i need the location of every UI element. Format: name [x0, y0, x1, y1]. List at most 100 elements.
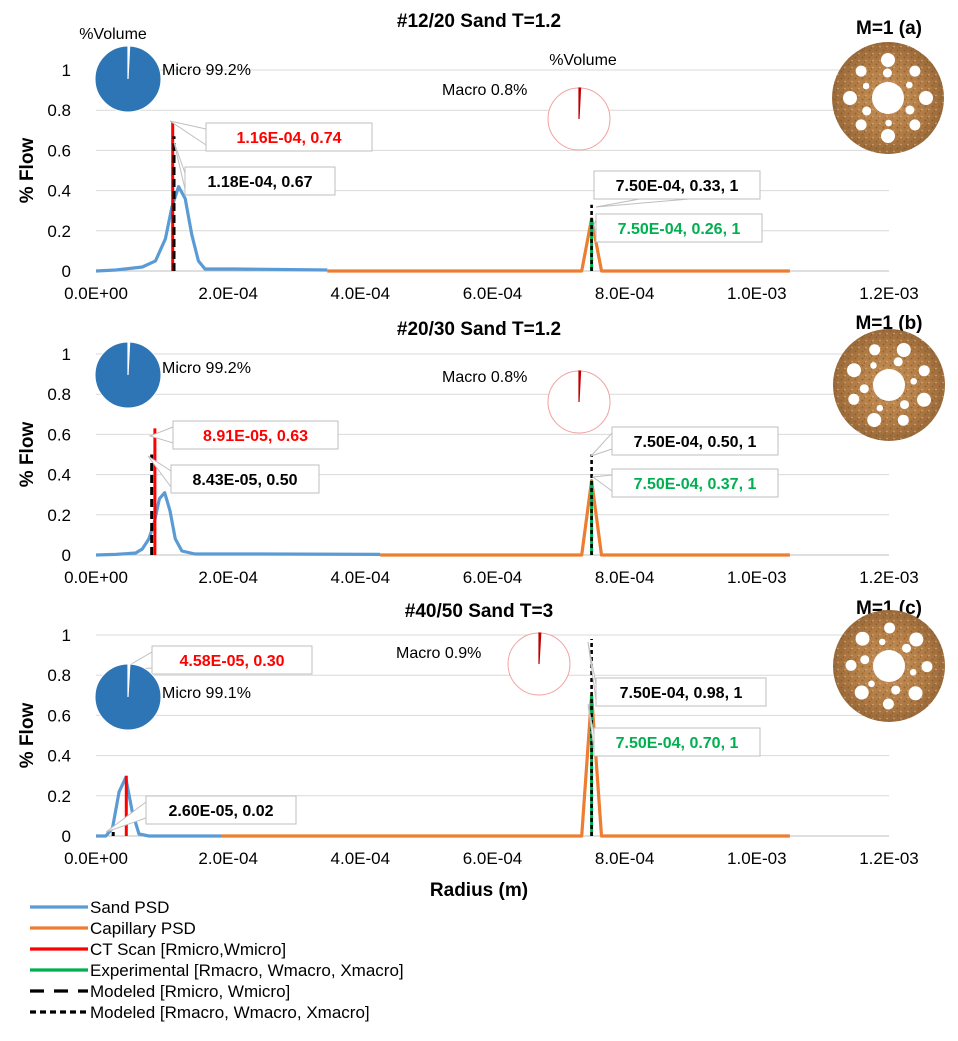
callout-pointer: [169, 120, 207, 146]
y-tick-label: 0.8: [47, 101, 71, 120]
disk-hole: [884, 622, 896, 634]
x-axis-label: Radius (m): [430, 880, 528, 901]
disk-hole: [876, 404, 884, 412]
chart-panel-3: 0 0.2 0.4 0.6 0.8 1 0.0E+00 2.0E-04 4.0E-04 6.0E-…: [17, 598, 945, 901]
pie-macro: [547, 87, 611, 151]
x-tick-label: 4.0E-04: [331, 284, 391, 303]
x-tick-label: 8.0E-04: [595, 849, 655, 868]
legend-label: CT Scan [Rmicro,Wmicro]: [90, 940, 286, 959]
disk-hole: [910, 378, 917, 385]
x-tick-label: 6.0E-04: [463, 284, 523, 303]
x-tick-label: 2.0E-04: [198, 849, 258, 868]
x-tick-label: 1.2E-03: [859, 284, 919, 303]
callout-box: [184, 166, 336, 196]
y-tick-label: 0: [62, 827, 71, 846]
legend-item: Modeled [Rmicro, Wmicro]: [30, 982, 290, 1001]
callout-pointer: [591, 474, 613, 492]
x-tick-label: 1.2E-03: [859, 568, 919, 587]
y-tick-label: 0: [62, 546, 71, 565]
disk-hole: [847, 363, 861, 378]
disk-hole: [908, 686, 923, 701]
chart-title: #12/20 Sand T=1.2: [397, 11, 561, 32]
y-tick-label: 1: [62, 345, 71, 364]
pie-macro: [507, 632, 571, 696]
data-label: 2.60E-05, 0.02: [169, 803, 274, 820]
x-tick-label: 1.0E-03: [727, 284, 787, 303]
callout-box: [205, 122, 373, 152]
disk-hole: [893, 357, 903, 367]
data-label: 1.16E-04, 0.74: [237, 130, 342, 147]
callout-box: [151, 645, 313, 675]
sample-disk-image: [832, 42, 944, 154]
disk-hole: [843, 91, 857, 105]
y-tick-label: 0.2: [47, 222, 71, 241]
disk-hole: [881, 129, 895, 143]
y-tick-label: 0.8: [47, 385, 71, 404]
disk-hole: [902, 643, 911, 653]
y-tick-label: 0.8: [47, 666, 71, 685]
data-label: 7.50E-04, 0.37, 1: [634, 476, 757, 493]
pie-label-macro: Macro 0.8%: [442, 82, 527, 99]
disk-hole: [909, 119, 921, 131]
legend-item: Capillary PSD: [30, 919, 196, 938]
callout-pointer: [589, 431, 613, 458]
chart-title: #20/30 Sand T=1.2: [397, 319, 561, 340]
x-tick-label: 6.0E-04: [463, 849, 523, 868]
disk-hole: [855, 631, 870, 646]
disk-center-hole: [873, 650, 905, 682]
y-tick-label: 0.2: [47, 787, 71, 806]
callout-box: [593, 170, 761, 200]
disk-hole: [868, 680, 875, 688]
panel-label: M=1 (a): [856, 18, 922, 39]
disk-hole: [882, 68, 892, 78]
data-label: 8.91E-05, 0.63: [203, 428, 308, 445]
disk-hole: [900, 400, 909, 410]
legend-item: CT Scan [Rmicro,Wmicro]: [30, 940, 286, 959]
legend: Sand PSD Capillary PSD CT Scan [Rmicro,Wmi…: [30, 898, 404, 1022]
y-tick-label: 0: [62, 262, 71, 281]
disk-hole: [867, 413, 882, 427]
legend-label: Sand PSD: [90, 898, 169, 917]
data-label: 1.18E-04, 0.67: [208, 174, 313, 191]
sample-disk-image: [833, 610, 945, 722]
disk-hole: [862, 106, 872, 116]
legend-label: Modeled [Rmacro, Wmacro, Xmacro]: [90, 1003, 370, 1022]
callout-box: [611, 426, 779, 456]
y-tick-label: 0.6: [47, 141, 71, 160]
disk-hole: [909, 632, 924, 647]
disk-hole: [870, 362, 877, 369]
data-label: 7.50E-04, 0.98, 1: [620, 685, 743, 702]
pie-label-macro: Macro 0.9%: [396, 645, 481, 662]
x-tick-label: 8.0E-04: [595, 568, 655, 587]
series-sand: [95, 491, 381, 557]
disk-hole: [909, 669, 917, 676]
x-tick-label: 2.0E-04: [198, 284, 258, 303]
x-tick-label: 8.0E-04: [595, 284, 655, 303]
y-tick-label: 0.4: [47, 182, 71, 201]
y-axis-label: % Flow: [17, 422, 38, 488]
series-sand: [95, 185, 328, 273]
disk-hole: [897, 414, 909, 426]
data-label: 7.50E-04, 0.50, 1: [634, 434, 757, 451]
x-tick-label: 1.0E-03: [727, 568, 787, 587]
y-tick-label: 0.2: [47, 506, 71, 525]
series-capillary: [221, 693, 790, 838]
y-tick-label: 0.4: [47, 747, 71, 766]
callout-pointer: [173, 141, 186, 190]
disk-hole: [848, 393, 860, 405]
x-tick-label: 2.0E-04: [198, 568, 258, 587]
data-label: 7.50E-04, 0.70, 1: [616, 735, 739, 752]
disk-hole: [855, 65, 867, 77]
disk-hole: [860, 655, 870, 665]
disk-hole: [917, 392, 931, 407]
chart-title: #40/50 Sand T=3: [405, 601, 553, 622]
disk-hole: [906, 81, 913, 89]
pie-title: %Volume: [549, 52, 617, 69]
x-tick-label: 6.0E-04: [463, 568, 523, 587]
disk-hole: [854, 685, 869, 700]
pie-slice-macro: [538, 632, 542, 665]
disk-hole: [896, 343, 911, 357]
pie-title: %Volume: [79, 26, 147, 43]
x-tick-label: 0.0E+00: [64, 849, 128, 868]
